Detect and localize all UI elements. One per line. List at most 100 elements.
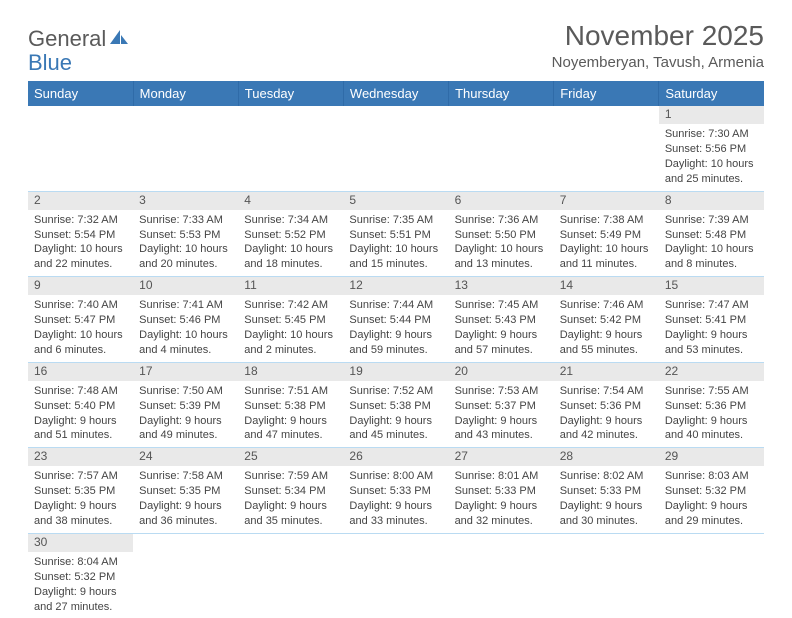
day-number: 15 [659, 277, 764, 295]
calendar-day-cell: 13Sunrise: 7:45 AMSunset: 5:43 PMDayligh… [449, 277, 554, 363]
day-details: Sunrise: 8:00 AMSunset: 5:33 PMDaylight:… [343, 466, 448, 532]
day-number: 2 [28, 192, 133, 210]
sunrise-text: Sunrise: 7:41 AM [139, 298, 232, 313]
day-number: 25 [238, 448, 343, 466]
sunrise-text: Sunrise: 7:46 AM [560, 298, 653, 313]
dow-header: Thursday [449, 81, 554, 106]
calendar-day-cell [133, 106, 238, 191]
day-number: 27 [449, 448, 554, 466]
calendar-day-cell: 27Sunrise: 8:01 AMSunset: 5:33 PMDayligh… [449, 448, 554, 534]
calendar-body: 1Sunrise: 7:30 AMSunset: 5:56 PMDaylight… [28, 106, 764, 618]
calendar-day-cell: 5Sunrise: 7:35 AMSunset: 5:51 PMDaylight… [343, 191, 448, 277]
day-details: Sunrise: 7:41 AMSunset: 5:46 PMDaylight:… [133, 295, 238, 361]
daylight-text: Daylight: 10 hours and 4 minutes. [139, 328, 232, 358]
day-number: 4 [238, 192, 343, 210]
calendar-day-cell: 30Sunrise: 8:04 AMSunset: 5:32 PMDayligh… [28, 533, 133, 618]
day-number: 13 [449, 277, 554, 295]
sunset-text: Sunset: 5:35 PM [34, 484, 127, 499]
calendar-day-cell [449, 106, 554, 191]
sunset-text: Sunset: 5:42 PM [560, 313, 653, 328]
sunset-text: Sunset: 5:56 PM [665, 142, 758, 157]
day-details: Sunrise: 7:38 AMSunset: 5:49 PMDaylight:… [554, 210, 659, 276]
daylight-text: Daylight: 9 hours and 33 minutes. [349, 499, 442, 529]
sunrise-text: Sunrise: 7:30 AM [665, 127, 758, 142]
day-details: Sunrise: 7:50 AMSunset: 5:39 PMDaylight:… [133, 381, 238, 447]
day-details: Sunrise: 7:39 AMSunset: 5:48 PMDaylight:… [659, 210, 764, 276]
sunset-text: Sunset: 5:38 PM [244, 399, 337, 414]
sunset-text: Sunset: 5:52 PM [244, 228, 337, 243]
calendar-week-row: 23Sunrise: 7:57 AMSunset: 5:35 PMDayligh… [28, 448, 764, 534]
day-details: Sunrise: 7:57 AMSunset: 5:35 PMDaylight:… [28, 466, 133, 532]
sunrise-text: Sunrise: 7:32 AM [34, 213, 127, 228]
daylight-text: Daylight: 9 hours and 47 minutes. [244, 414, 337, 444]
day-details: Sunrise: 7:30 AMSunset: 5:56 PMDaylight:… [659, 124, 764, 190]
brand-logo: General [28, 26, 131, 52]
sunrise-text: Sunrise: 7:48 AM [34, 384, 127, 399]
calendar-day-cell: 19Sunrise: 7:52 AMSunset: 5:38 PMDayligh… [343, 362, 448, 448]
calendar-week-row: 30Sunrise: 8:04 AMSunset: 5:32 PMDayligh… [28, 533, 764, 618]
sunrise-text: Sunrise: 7:59 AM [244, 469, 337, 484]
calendar-day-cell: 22Sunrise: 7:55 AMSunset: 5:36 PMDayligh… [659, 362, 764, 448]
calendar-day-cell: 17Sunrise: 7:50 AMSunset: 5:39 PMDayligh… [133, 362, 238, 448]
calendar-day-cell [554, 533, 659, 618]
daylight-text: Daylight: 9 hours and 38 minutes. [34, 499, 127, 529]
calendar-day-cell: 4Sunrise: 7:34 AMSunset: 5:52 PMDaylight… [238, 191, 343, 277]
day-number: 7 [554, 192, 659, 210]
day-details: Sunrise: 7:53 AMSunset: 5:37 PMDaylight:… [449, 381, 554, 447]
day-details: Sunrise: 7:47 AMSunset: 5:41 PMDaylight:… [659, 295, 764, 361]
daylight-text: Daylight: 10 hours and 22 minutes. [34, 242, 127, 272]
day-details: Sunrise: 7:59 AMSunset: 5:34 PMDaylight:… [238, 466, 343, 532]
daylight-text: Daylight: 9 hours and 40 minutes. [665, 414, 758, 444]
calendar-day-cell: 20Sunrise: 7:53 AMSunset: 5:37 PMDayligh… [449, 362, 554, 448]
day-number: 24 [133, 448, 238, 466]
daylight-text: Daylight: 9 hours and 45 minutes. [349, 414, 442, 444]
daylight-text: Daylight: 9 hours and 29 minutes. [665, 499, 758, 529]
calendar-day-cell [659, 533, 764, 618]
brand-part1: General [28, 26, 106, 52]
sunset-text: Sunset: 5:51 PM [349, 228, 442, 243]
sunrise-text: Sunrise: 7:42 AM [244, 298, 337, 313]
sunset-text: Sunset: 5:36 PM [560, 399, 653, 414]
calendar-day-cell [343, 533, 448, 618]
calendar-day-cell [238, 533, 343, 618]
sunrise-text: Sunrise: 7:45 AM [455, 298, 548, 313]
daylight-text: Daylight: 9 hours and 53 minutes. [665, 328, 758, 358]
day-details: Sunrise: 7:52 AMSunset: 5:38 PMDaylight:… [343, 381, 448, 447]
day-details: Sunrise: 8:04 AMSunset: 5:32 PMDaylight:… [28, 552, 133, 618]
daylight-text: Daylight: 9 hours and 27 minutes. [34, 585, 127, 615]
daylight-text: Daylight: 9 hours and 30 minutes. [560, 499, 653, 529]
calendar-day-cell [133, 533, 238, 618]
daylight-text: Daylight: 9 hours and 57 minutes. [455, 328, 548, 358]
daylight-text: Daylight: 9 hours and 43 minutes. [455, 414, 548, 444]
sunset-text: Sunset: 5:38 PM [349, 399, 442, 414]
sunset-text: Sunset: 5:36 PM [665, 399, 758, 414]
calendar-week-row: 16Sunrise: 7:48 AMSunset: 5:40 PMDayligh… [28, 362, 764, 448]
sunrise-text: Sunrise: 7:47 AM [665, 298, 758, 313]
day-number: 26 [343, 448, 448, 466]
sunrise-text: Sunrise: 7:40 AM [34, 298, 127, 313]
day-number: 10 [133, 277, 238, 295]
daylight-text: Daylight: 10 hours and 6 minutes. [34, 328, 127, 358]
calendar-day-cell: 11Sunrise: 7:42 AMSunset: 5:45 PMDayligh… [238, 277, 343, 363]
day-number: 5 [343, 192, 448, 210]
calendar-day-cell: 26Sunrise: 8:00 AMSunset: 5:33 PMDayligh… [343, 448, 448, 534]
sunrise-text: Sunrise: 8:01 AM [455, 469, 548, 484]
sunset-text: Sunset: 5:35 PM [139, 484, 232, 499]
calendar-day-cell: 10Sunrise: 7:41 AMSunset: 5:46 PMDayligh… [133, 277, 238, 363]
sunrise-text: Sunrise: 7:34 AM [244, 213, 337, 228]
sunset-text: Sunset: 5:44 PM [349, 313, 442, 328]
day-details: Sunrise: 7:35 AMSunset: 5:51 PMDaylight:… [343, 210, 448, 276]
sunset-text: Sunset: 5:53 PM [139, 228, 232, 243]
sunset-text: Sunset: 5:54 PM [34, 228, 127, 243]
day-number: 16 [28, 363, 133, 381]
sunset-text: Sunset: 5:33 PM [455, 484, 548, 499]
dow-header: Monday [133, 81, 238, 106]
sail-icon [108, 26, 130, 52]
day-details: Sunrise: 8:02 AMSunset: 5:33 PMDaylight:… [554, 466, 659, 532]
dow-header: Sunday [28, 81, 133, 106]
calendar-day-cell: 9Sunrise: 7:40 AMSunset: 5:47 PMDaylight… [28, 277, 133, 363]
dow-header: Friday [554, 81, 659, 106]
calendar-day-cell: 3Sunrise: 7:33 AMSunset: 5:53 PMDaylight… [133, 191, 238, 277]
sunset-text: Sunset: 5:34 PM [244, 484, 337, 499]
day-number: 28 [554, 448, 659, 466]
